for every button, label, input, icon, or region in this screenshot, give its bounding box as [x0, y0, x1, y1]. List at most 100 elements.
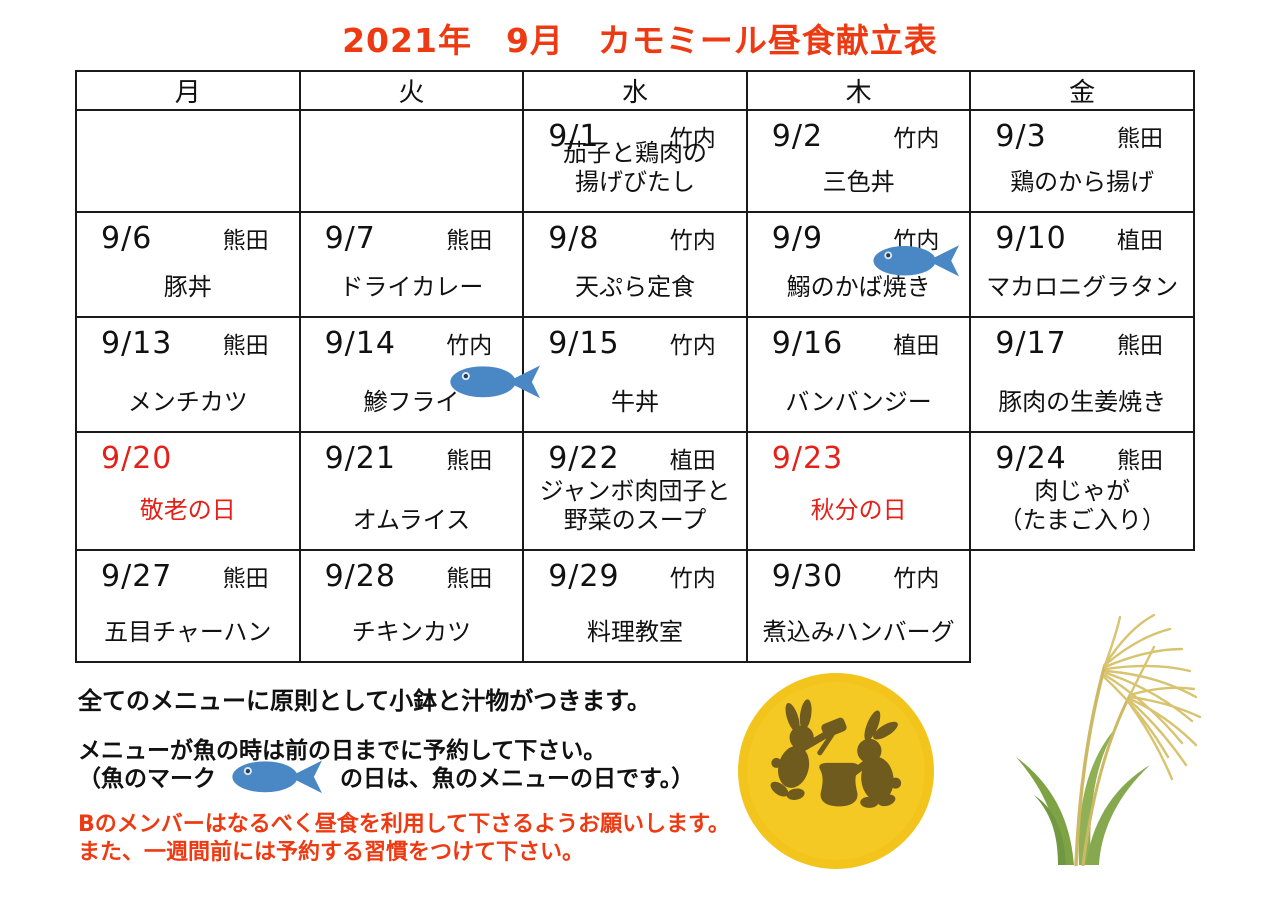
date-label: 9/23 — [771, 441, 844, 476]
calendar-row: 9/27 熊田 五目チャーハン 9/28 熊田 チキンカツ 9/29 竹内 料理教室 9/30 竹内… — [75, 549, 1194, 663]
cook-label: 熊田 — [1117, 126, 1163, 152]
menu-label: オムライス — [352, 506, 471, 535]
calendar-cell: 9/10 植田マカロニグラタン — [969, 211, 1195, 318]
cook-label: 熊田 — [222, 566, 269, 592]
moon-rabbits-illustration — [735, 670, 937, 872]
date-label: 9/10 — [995, 221, 1067, 256]
cook-label: 熊田 — [1117, 448, 1163, 474]
calendar-cell: 9/16 植田 バンバンジー — [745, 316, 972, 433]
calendar-cell: 9/3 熊田 鶏のから揚げ — [969, 109, 1195, 213]
calendar-cell: 9/6 熊田 豚丼 — [75, 211, 301, 318]
page-title: 2021年 9月 カモミール昼食献立表 — [342, 21, 938, 60]
cook-label: 植田 — [893, 333, 940, 359]
rabbit-silhouettes — [770, 699, 902, 808]
grass-blades — [1016, 725, 1150, 865]
menu-label: 肉じゃが （たまご入り） — [998, 477, 1166, 535]
calendar-cell: 9/24 熊田肉じゃが （たまご入り） — [969, 431, 1195, 551]
pampas-grass-illustration — [958, 606, 1206, 866]
date-label: 9/6 — [101, 221, 153, 256]
cook-label: 竹内 — [669, 333, 716, 359]
calendar-cell: 9/9 竹内 鰯のかば焼き — [745, 211, 972, 318]
cell-header: 9/14 竹内 — [301, 326, 523, 361]
cook-label: 植田 — [1117, 228, 1163, 254]
calendar-cell: 9/21 熊田 オムライス — [298, 431, 525, 551]
cook-label: 熊田 — [1117, 333, 1163, 359]
calendar-cell: 9/13 熊田メンチカツ — [75, 316, 301, 433]
cell-header: 9/24 熊田 — [971, 441, 1193, 476]
cell-header: 9/30 竹内 — [748, 559, 970, 594]
calendar-row: 9/20 敬老の日 9/21 熊田 オムライス 9/22 植田 ジャンボ肉団子と 野菜のスープ… — [75, 431, 1195, 551]
cook-label: 竹内 — [446, 333, 493, 359]
cook-label: 竹内 — [669, 566, 716, 592]
calendar-cell: 9/29 竹内料理教室 — [522, 549, 748, 663]
cook-label: 竹内 — [893, 126, 940, 152]
menu-label: 天ぷら定食 — [574, 273, 695, 302]
cell-header: 9/13 熊田 — [77, 326, 299, 361]
cell-header: 9/6 熊田 — [77, 221, 299, 256]
menu-label: ドライカレー — [339, 273, 484, 302]
cell-header: 9/28 熊田 — [301, 559, 523, 594]
calendar-cell: 9/1 竹内 茄子と鶏肉の 揚げびたし — [522, 109, 748, 213]
calendar-cell: 9/23 秋分の日 — [745, 431, 972, 551]
grass-plumes — [1074, 613, 1202, 866]
cook-label: 植田 — [669, 448, 716, 474]
menu-label: マカロニグラタン — [986, 273, 1179, 302]
cell-header: 9/16 植田 — [748, 326, 970, 361]
calendar-row: 9/13 熊田 メンチカツ 9/14 竹内 鯵フライ 9/15 竹内 牛丼 9/16 植田 バンバン… — [75, 316, 1195, 433]
menu-label: 三色丼 — [822, 168, 895, 197]
cook-label: 竹内 — [893, 566, 940, 592]
weekday-header-wed: 水 — [522, 70, 748, 111]
date-label: 9/17 — [995, 326, 1067, 361]
calendar-cell: 9/20 敬老の日 — [75, 431, 301, 551]
date-label: 9/16 — [771, 326, 844, 361]
calendar-header: 月 火 水 木 金 — [75, 70, 1195, 111]
note-fish-mark-pre: （魚のマーク — [78, 766, 216, 792]
fish-icon — [232, 760, 322, 794]
cook-label: 熊田 — [446, 228, 493, 254]
cell-header: 9/17 熊田 — [971, 326, 1193, 361]
menu-label: 牛丼 — [610, 388, 659, 417]
cook-label: 竹内 — [669, 126, 716, 152]
date-label: 9/3 — [995, 119, 1047, 154]
note-fish-mark: （魚のマーク の日は、魚のメニューの日です。） — [78, 754, 694, 798]
menu-label: 五目チャーハン — [104, 618, 272, 647]
cell-header: 9/2 竹内 — [748, 119, 970, 154]
weekday-header-fri: 金 — [969, 70, 1195, 111]
calendar-row: 9/6 熊田 豚丼 9/7 熊田 ドライカレー 9/8 竹内 天ぷら定食 9/9 竹内 鰯のかば焼き … — [75, 211, 1195, 318]
note-fish-mark-post: の日は、魚のメニューの日です。） — [340, 766, 695, 792]
calendar-cell: 9/15 竹内牛丼 — [522, 316, 748, 433]
calendar-cell: 9/8 竹内 天ぷら定食 — [522, 211, 748, 318]
date-label: 9/29 — [548, 559, 620, 594]
cell-header: 9/20 — [77, 441, 299, 476]
date-label: 9/9 — [771, 221, 824, 256]
date-label: 9/30 — [771, 559, 844, 594]
date-label: 9/15 — [548, 326, 620, 361]
date-label: 9/27 — [101, 559, 173, 594]
weekday-row: 月 火 水 木 金 — [75, 70, 1195, 111]
cell-header: 9/7 熊田 — [301, 221, 523, 256]
note-side-dishes: 全てのメニューに原則として小鉢と汁物がつきます。 — [78, 687, 651, 715]
calendar-cell — [75, 109, 301, 213]
date-label: 9/14 — [324, 326, 396, 361]
calendar-cell: 9/17 熊田 豚肉の生姜焼き — [969, 316, 1195, 433]
date-label: 9/24 — [995, 441, 1067, 476]
menu-label: 煮込みハンバーグ — [762, 618, 955, 647]
calendar-cell: 9/22 植田 ジャンボ肉団子と 野菜のスープ — [522, 431, 748, 551]
calendar-cell: 9/28 熊田チキンカツ — [298, 549, 525, 663]
menu-label: メンチカツ — [127, 388, 248, 417]
cook-label: 竹内 — [669, 228, 716, 254]
cook-label: 熊田 — [222, 228, 269, 254]
date-label: 9/21 — [324, 441, 396, 476]
cell-header: 9/27 熊田 — [77, 559, 299, 594]
date-label: 9/28 — [324, 559, 396, 594]
date-label: 9/2 — [771, 119, 824, 154]
menu-label: 料理教室 — [586, 618, 683, 647]
menu-label: チキンカツ — [351, 618, 472, 647]
menu-label: 豚丼 — [163, 273, 212, 302]
fish-icon — [450, 365, 541, 399]
weekday-header-tue: 火 — [298, 70, 525, 111]
cell-header: 9/29 竹内 — [524, 559, 746, 594]
cell-header: 9/1 竹内 — [524, 119, 746, 154]
cell-header: 9/22 植田 — [524, 441, 746, 476]
